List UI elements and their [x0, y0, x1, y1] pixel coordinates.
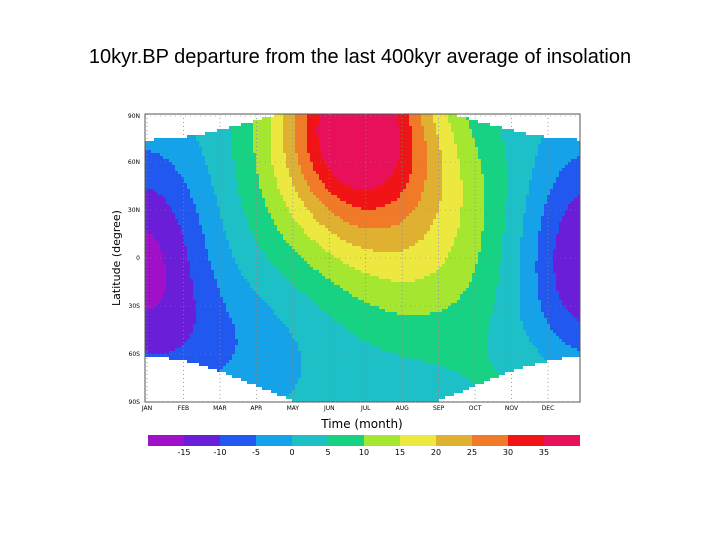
- colorbar-swatch: [364, 435, 400, 446]
- colorbar-swatch: [220, 435, 256, 446]
- x-tick-label: JUL: [360, 405, 371, 412]
- colorbar-swatch: [436, 435, 472, 446]
- colorbar-tick-label: 30: [503, 448, 513, 457]
- colorbar-swatch: [400, 435, 436, 446]
- x-axis-label: Time (month): [320, 417, 403, 431]
- colorbar-tick-label: -15: [177, 448, 190, 457]
- y-tick-label: 0: [136, 255, 140, 262]
- colorbar-tick-label: 15: [395, 448, 405, 457]
- x-tick-label: MAY: [287, 405, 300, 412]
- y-tick-label: 60N: [128, 159, 140, 166]
- y-tick-label: 90N: [128, 113, 140, 120]
- x-tick-label: SEP: [433, 405, 445, 412]
- colorbar-swatch: [184, 435, 220, 446]
- y-tick-label: 30N: [128, 207, 140, 214]
- x-tick-label: AUG: [396, 405, 409, 412]
- x-axis-ticks: JAN FEB MAR APR MAY JUN JUL AUG SEP OCT NOV DEC: [141, 405, 554, 412]
- x-tick-label: DEC: [542, 405, 555, 412]
- colorbar-tick-label: 35: [539, 448, 549, 457]
- x-tick-label: JUN: [323, 405, 335, 412]
- colorbar-tick-label: 20: [431, 448, 441, 457]
- colorbar-swatch: [328, 435, 364, 446]
- colorbar-swatch: [148, 435, 184, 446]
- colorbar-tick-label: 10: [359, 448, 369, 457]
- colorbar-tick-label: -10: [213, 448, 226, 457]
- y-tick-label: 30S: [129, 303, 141, 310]
- y-axis-label: Latitude (degree): [110, 210, 123, 306]
- colorbar-swatch: [472, 435, 508, 446]
- colorbar-swatch: [292, 435, 328, 446]
- colorbar: [148, 435, 580, 446]
- colorbar-tick-label: 25: [467, 448, 477, 457]
- colorbar-tick-label: -5: [252, 448, 260, 457]
- colorbar-tick-label: 5: [325, 448, 330, 457]
- x-tick-label: FEB: [178, 405, 189, 412]
- x-tick-label: JAN: [141, 405, 152, 412]
- x-tick-label: NOV: [505, 405, 519, 412]
- grid-lines: [145, 114, 580, 403]
- colorbar-tick-label: 0: [289, 448, 294, 457]
- x-tick-label: APR: [250, 405, 262, 412]
- slide-title: 10kyr.BP departure from the last 400kyr …: [88, 46, 632, 68]
- y-axis-ticks: 90N 60N 30N 0 30S 60S 90S: [128, 113, 140, 406]
- x-tick-label: MAR: [213, 405, 226, 412]
- colorbar-swatch: [256, 435, 292, 446]
- heatmap-field: [145, 114, 581, 403]
- colorbar-swatch: [544, 435, 580, 446]
- y-tick-label: 60S: [129, 351, 141, 358]
- x-tick-label: OCT: [469, 405, 482, 412]
- colorbar-swatch: [508, 435, 544, 446]
- y-tick-label: 90S: [129, 399, 141, 406]
- colorbar-labels: -15 -10 -5 0 5 10 15 20 25 30 35: [177, 448, 549, 457]
